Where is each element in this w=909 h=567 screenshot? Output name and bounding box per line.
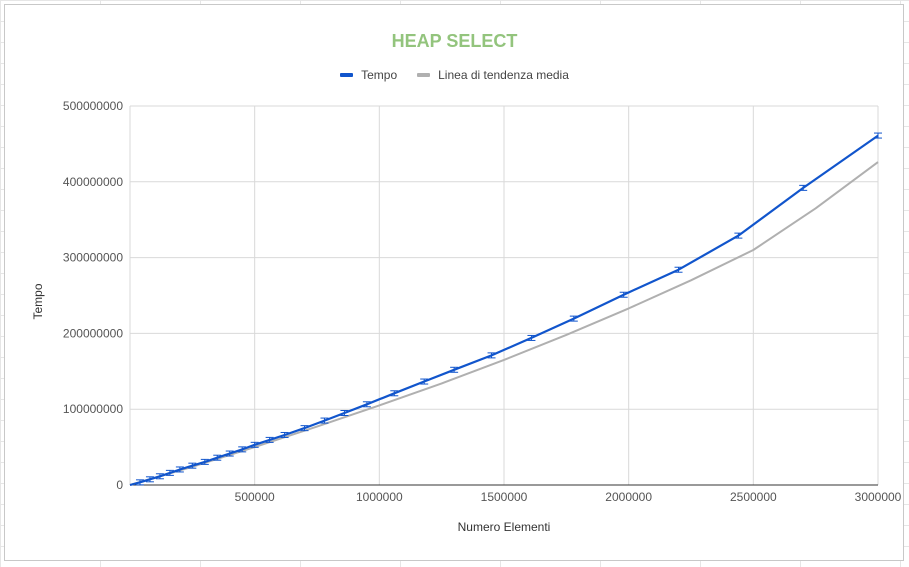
error-bar [320,417,329,424]
series-layer [129,132,882,487]
error-bar [619,291,628,298]
error-bar [175,466,184,473]
x-tick-label-0: 500000 [235,490,275,504]
chart-title: HEAP SELECT [391,31,518,51]
error-bar [874,132,882,139]
error-bar [188,462,197,469]
error-bar [225,450,234,457]
error-bar [213,454,222,461]
grid-lines [129,105,879,486]
y-tick-label-3: 300000000 [63,251,123,265]
error-bar [450,366,459,373]
error-bar [200,458,209,465]
error-bar [238,446,247,453]
legend-item-tempo[interactable]: Tempo [340,68,397,82]
error-bar [674,266,683,273]
error-bar [734,232,743,239]
error-bar [799,184,808,191]
error-bar [165,469,174,476]
y-tick-label-0: 0 [116,478,123,492]
x-tick-label-4: 2500000 [730,490,777,504]
y-tick-label-2: 200000000 [63,326,123,340]
legend-label-tempo: Tempo [361,68,398,82]
error-bar [155,473,164,480]
legend-label-trendline: Linea di tendenza media [438,68,569,82]
error-bar [420,378,429,385]
error-bar [487,352,496,359]
legend-swatch-trendline [417,73,431,77]
y-tick-label-4: 400000000 [63,175,123,189]
y-tick-label-1: 100000000 [63,402,123,416]
error-bar [300,425,309,432]
y-tick-label-5: 500000000 [63,99,123,113]
error-bar [527,334,536,341]
error-bar [362,401,371,408]
chart-legend: Tempo Linea di tendenza media [0,68,909,82]
x-tick-label-3: 2000000 [605,490,652,504]
x-tick-label-5: 3000000 [855,490,902,504]
legend-swatch-tempo [340,73,354,77]
legend-item-trendline[interactable]: Linea di tendenza media [417,68,569,82]
error-bar [250,441,259,448]
x-tick-label-1: 1000000 [356,490,403,504]
y-axis-title: Tempo [31,283,45,319]
tick-labels: 0 100000000 200000000 300000000 400000000 500… [63,99,902,504]
error-bar [265,436,274,443]
error-bar [390,390,399,397]
error-bar [569,315,578,322]
chart-container[interactable] [4,4,904,561]
x-axis-title: Numero Elementi [458,520,551,534]
error-bar [135,479,144,486]
error-bar [145,476,154,483]
x-tick-label-2: 1500000 [481,490,528,504]
error-bar [340,409,349,416]
error-bar [280,431,289,438]
